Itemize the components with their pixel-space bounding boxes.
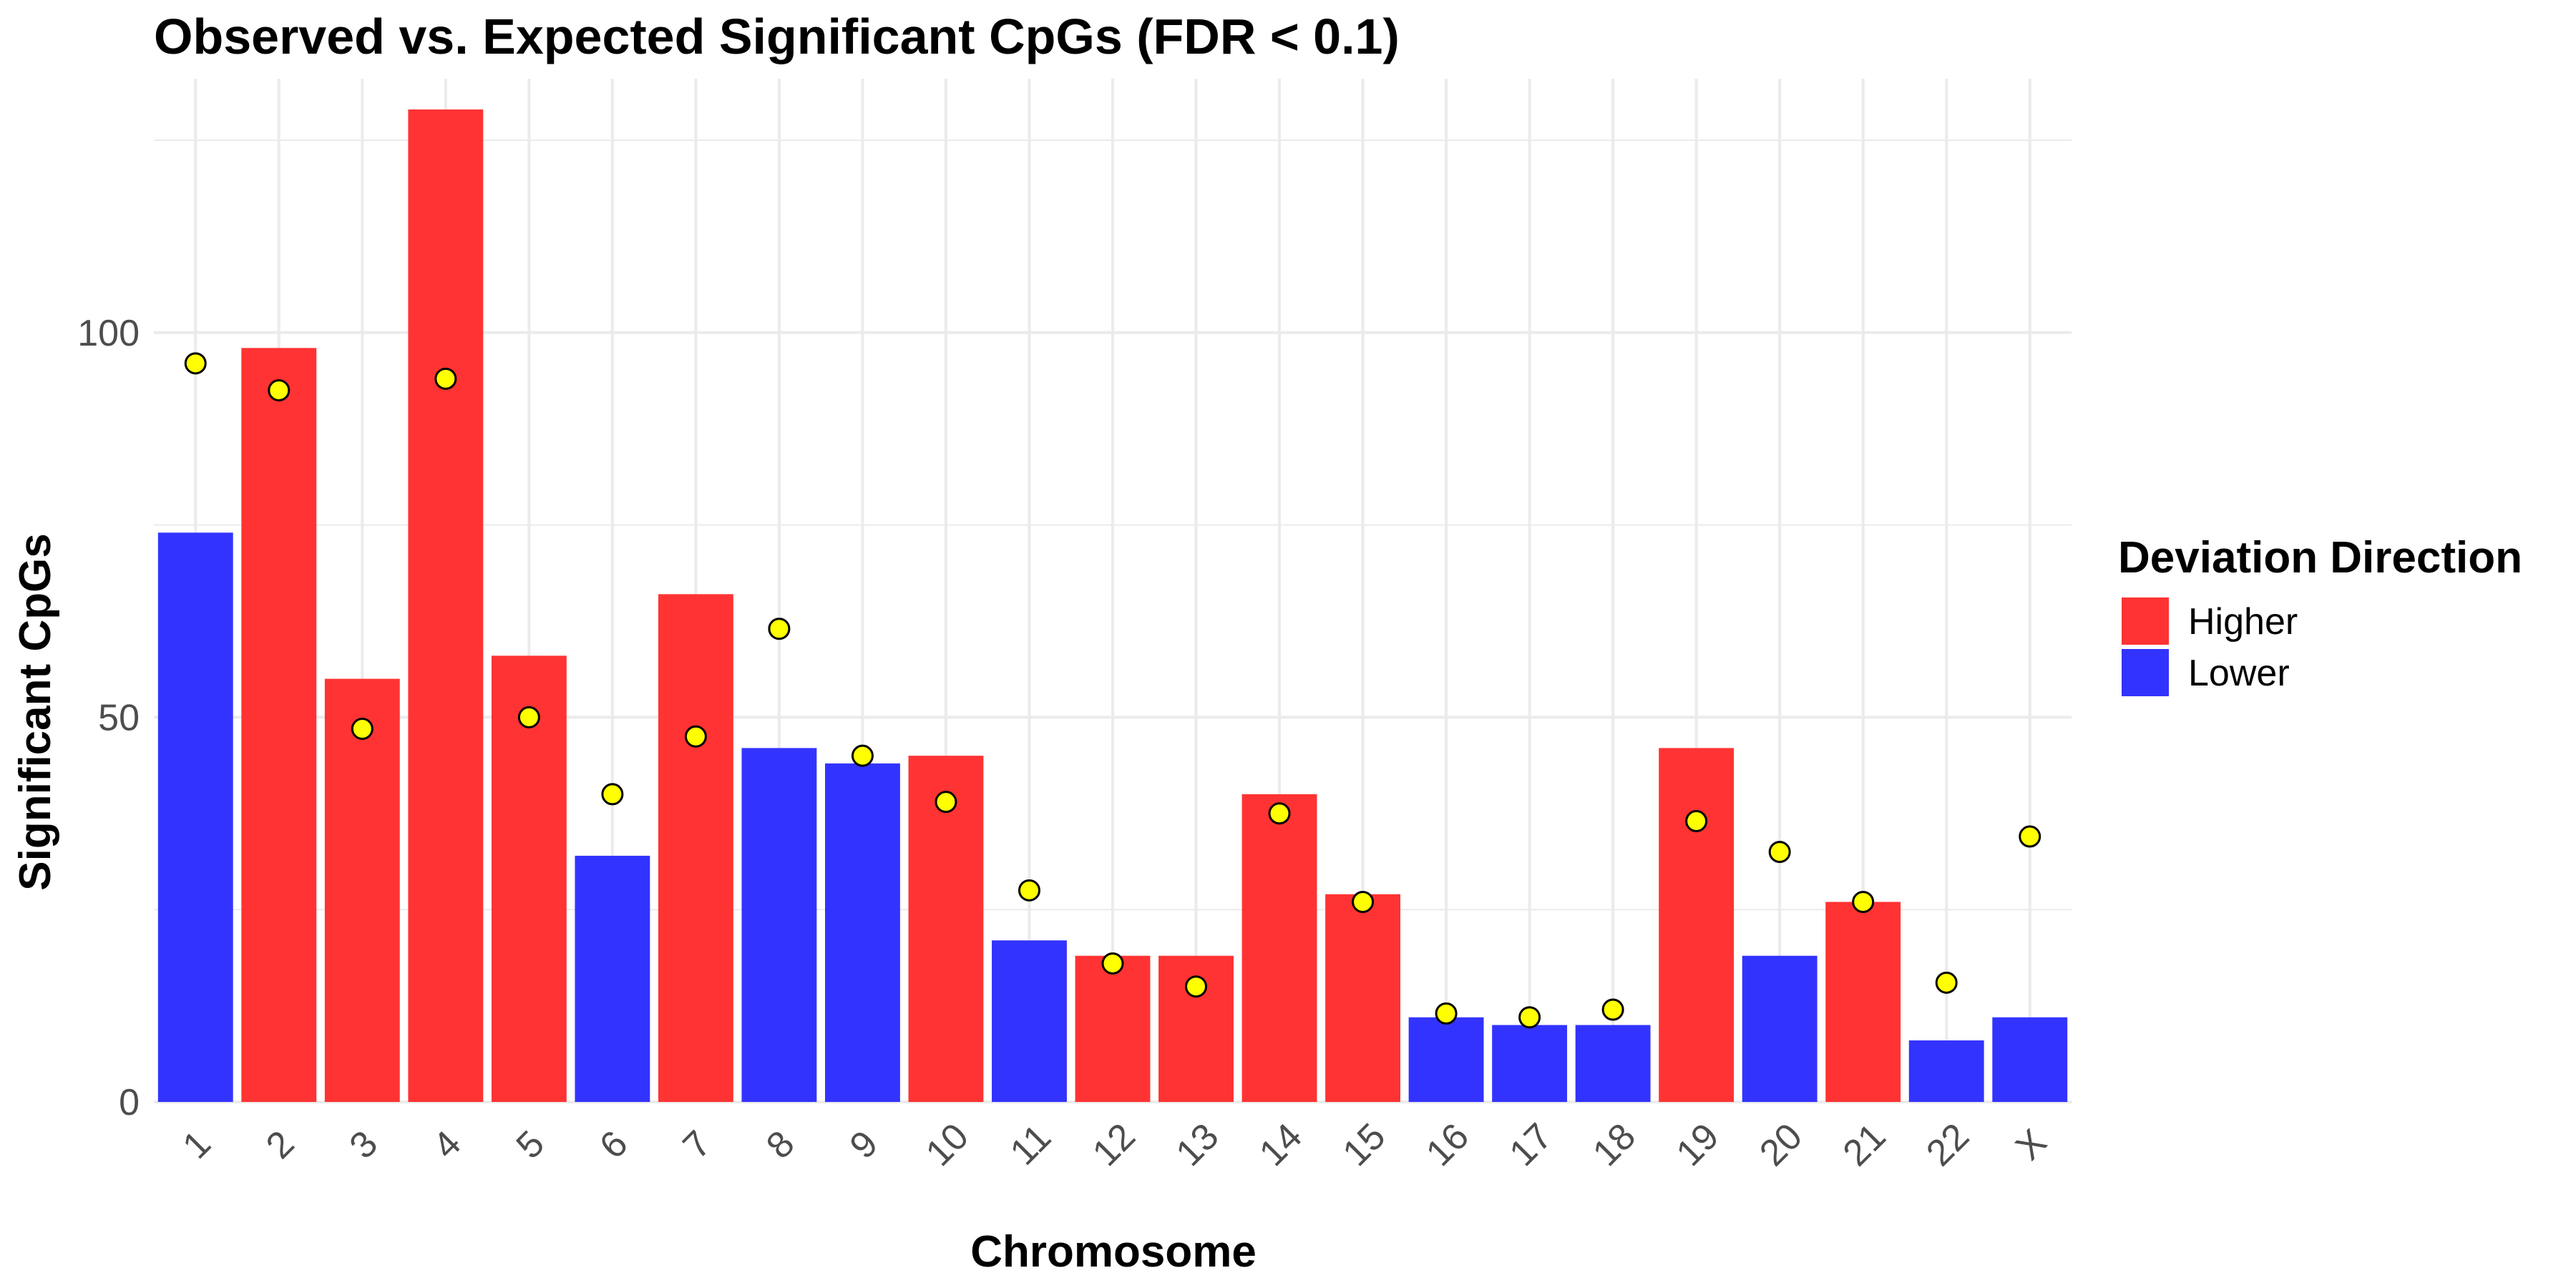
bar-chr-9 xyxy=(825,763,900,1102)
y-tick-label: 0 xyxy=(119,1082,140,1123)
x-tick-label: X xyxy=(2008,1121,2055,1169)
x-tick-label: 3 xyxy=(342,1123,386,1166)
y-axis-title: Significant CpGs xyxy=(11,533,60,890)
legend-label-lower: Lower xyxy=(2188,653,2290,694)
bar-chr-10 xyxy=(908,756,984,1102)
expected-point-chr-16 xyxy=(1435,1002,1458,1025)
x-tick-label: 19 xyxy=(1669,1116,1727,1174)
x-tick-label: 1 xyxy=(175,1123,219,1166)
legend-key-lower xyxy=(2122,649,2169,696)
y-tick-label: 100 xyxy=(77,313,140,354)
expected-point-chr-21 xyxy=(1852,890,1875,913)
bar-chr-16 xyxy=(1408,1017,1484,1102)
expected-point-chr-22 xyxy=(1935,971,1958,994)
bar-chr-18 xyxy=(1575,1025,1651,1102)
x-tick-label: 7 xyxy=(675,1123,719,1166)
expected-point-chr-17 xyxy=(1518,1006,1541,1029)
bar-chr-6 xyxy=(575,855,650,1102)
legend-items: Higher Lower xyxy=(2122,597,2298,696)
expected-point-chr-3 xyxy=(351,718,374,741)
x-tick-label: 20 xyxy=(1752,1116,1810,1174)
bar-chr-19 xyxy=(1659,748,1735,1102)
bar-chr-17 xyxy=(1492,1025,1568,1102)
x-tick-label: 17 xyxy=(1502,1116,1561,1174)
y-tick-label: 50 xyxy=(98,697,140,738)
x-tick-label: 2 xyxy=(258,1123,302,1166)
y-axis-ticks: 0 50 100 xyxy=(77,313,140,1123)
bar-chr-14 xyxy=(1241,794,1317,1102)
chart-title: Observed vs. Expected Significant CpGs (… xyxy=(154,9,1400,64)
expected-point-chr-20 xyxy=(1768,841,1791,864)
expected-point-chr-15 xyxy=(1352,890,1375,913)
legend-title: Deviation Direction xyxy=(2118,533,2522,582)
x-tick-label: 22 xyxy=(1918,1116,1977,1174)
expected-point-chr-19 xyxy=(1685,810,1708,833)
x-tick-label: 15 xyxy=(1335,1116,1394,1174)
x-axis-ticks: 1 2 3 4 5 6 7 8 9 10 11 12 13 14 15 16 17 18 19 20 21 22 X xyxy=(175,1116,2055,1174)
expected-points xyxy=(184,352,2041,1029)
bar-chr-21 xyxy=(1825,902,1901,1102)
legend: Deviation Direction Higher Lower xyxy=(2118,533,2522,696)
x-tick-label: 18 xyxy=(1585,1116,1644,1174)
x-tick-label: 5 xyxy=(509,1123,552,1166)
bar-chr-2 xyxy=(241,348,317,1102)
expected-point-chr-6 xyxy=(601,783,624,806)
expected-point-chr-1 xyxy=(184,352,207,375)
expected-point-chr-14 xyxy=(1268,802,1291,825)
expected-point-chr-8 xyxy=(768,618,791,640)
legend-label-higher: Higher xyxy=(2188,601,2298,643)
bar-chr-X xyxy=(1992,1017,2068,1102)
bar-chr-4 xyxy=(408,109,484,1102)
expected-point-chr-7 xyxy=(684,725,707,748)
bar-chr-15 xyxy=(1325,894,1400,1102)
expected-point-chr-5 xyxy=(517,706,540,728)
expected-point-chr-13 xyxy=(1185,975,1208,998)
x-tick-label: 14 xyxy=(1252,1116,1310,1174)
expected-point-chr-2 xyxy=(268,379,291,401)
expected-point-chr-4 xyxy=(434,367,457,390)
x-tick-label: 21 xyxy=(1835,1116,1894,1174)
bars xyxy=(157,109,2068,1102)
x-tick-label: 4 xyxy=(425,1123,469,1166)
expected-point-chr-10 xyxy=(935,791,957,814)
expected-point-chr-9 xyxy=(851,744,874,767)
bar-chr-3 xyxy=(324,678,400,1102)
expected-point-chr-12 xyxy=(1101,952,1124,975)
x-tick-label: 16 xyxy=(1418,1116,1477,1174)
x-tick-label: 10 xyxy=(918,1116,977,1174)
x-tick-label: 9 xyxy=(842,1123,886,1166)
bar-chr-11 xyxy=(992,940,1067,1102)
bar-chr-5 xyxy=(491,655,567,1102)
bar-chr-8 xyxy=(741,748,817,1102)
bar-chr-12 xyxy=(1075,955,1151,1102)
x-tick-label: 12 xyxy=(1085,1116,1143,1174)
expected-point-chr-X xyxy=(2019,825,2041,848)
bar-chr-7 xyxy=(658,594,733,1102)
x-tick-label: 13 xyxy=(1169,1116,1227,1174)
bar-chr-1 xyxy=(157,532,233,1102)
x-tick-label: 8 xyxy=(758,1123,802,1166)
x-tick-label: 11 xyxy=(1002,1116,1059,1173)
bar-chr-22 xyxy=(1908,1040,1984,1102)
expected-point-chr-11 xyxy=(1018,879,1040,902)
expected-point-chr-18 xyxy=(1601,998,1624,1021)
x-axis-title: Chromosome xyxy=(970,1227,1257,1277)
x-tick-label: 6 xyxy=(592,1123,635,1166)
legend-key-higher xyxy=(2122,597,2169,645)
bar-chr-20 xyxy=(1742,955,1818,1102)
